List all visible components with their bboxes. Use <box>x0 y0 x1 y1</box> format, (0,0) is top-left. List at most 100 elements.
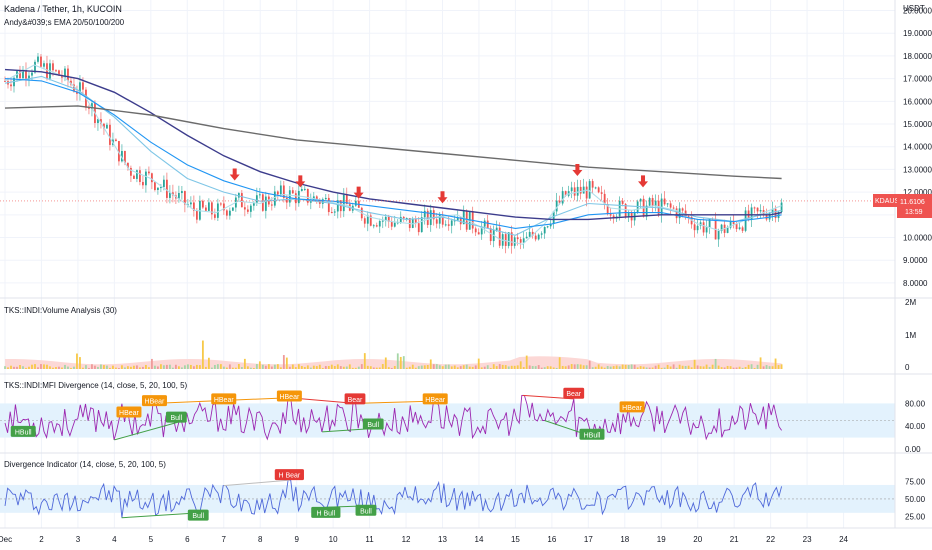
candle-body[interactable] <box>699 222 702 226</box>
candle-body[interactable] <box>183 191 186 205</box>
volume-bar[interactable] <box>139 367 141 369</box>
volume-bar[interactable] <box>219 364 222 369</box>
volume-bar[interactable] <box>633 364 636 369</box>
volume-bar[interactable] <box>372 367 375 369</box>
candle-body[interactable] <box>708 218 711 228</box>
volume-bar[interactable] <box>58 366 60 369</box>
divergence-label[interactable]: Bear <box>563 387 585 399</box>
volume-bar[interactable] <box>591 367 594 369</box>
volume-bar[interactable] <box>396 353 399 369</box>
volume-bar[interactable] <box>249 367 252 369</box>
candle-body[interactable] <box>546 226 549 228</box>
candle-body[interactable] <box>28 75 30 79</box>
volume-bar[interactable] <box>750 364 753 369</box>
volume-bar[interactable] <box>408 366 411 369</box>
volume-bar[interactable] <box>618 366 621 369</box>
volume-bar[interactable] <box>501 364 504 369</box>
volume-bar[interactable] <box>186 364 189 369</box>
volume-bar[interactable] <box>94 365 96 369</box>
volume-bar[interactable] <box>522 367 525 369</box>
volume-bar[interactable] <box>201 340 204 369</box>
candle-body[interactable] <box>43 63 45 67</box>
candle-body[interactable] <box>537 234 540 240</box>
volume-bar[interactable] <box>732 367 735 369</box>
candle-body[interactable] <box>169 192 171 198</box>
volume-bar[interactable] <box>693 359 696 369</box>
candle-body[interactable] <box>396 222 399 224</box>
volume-bar[interactable] <box>690 367 693 369</box>
volume-bar[interactable] <box>115 367 117 369</box>
candle-body[interactable] <box>82 82 84 90</box>
candle-body[interactable] <box>549 223 552 227</box>
volume-bar[interactable] <box>474 365 477 369</box>
volume-bar[interactable] <box>183 365 186 369</box>
candle-body[interactable] <box>151 173 153 183</box>
candle-body[interactable] <box>780 202 783 212</box>
volume-bar[interactable] <box>79 357 81 369</box>
candle-body[interactable] <box>453 220 456 222</box>
candle-body[interactable] <box>675 208 678 219</box>
volume-bar[interactable] <box>339 366 342 369</box>
sell-arrow-icon[interactable] <box>572 163 583 176</box>
candle-body[interactable] <box>687 216 690 218</box>
candle-body[interactable] <box>219 203 222 205</box>
candle-body[interactable] <box>273 191 276 206</box>
candle-body[interactable] <box>133 175 135 179</box>
volume-bar[interactable] <box>222 366 225 369</box>
volume-bar[interactable] <box>264 365 267 369</box>
volume-bar[interactable] <box>151 358 153 369</box>
volume-bar[interactable] <box>91 364 93 369</box>
volume-bar[interactable] <box>64 364 66 369</box>
candle-body[interactable] <box>495 227 498 231</box>
volume-bar[interactable] <box>468 366 471 369</box>
volume-bar[interactable] <box>459 366 462 369</box>
volume-bar[interactable] <box>240 367 243 369</box>
candle-body[interactable] <box>181 191 183 194</box>
volume-bar[interactable] <box>13 366 15 369</box>
candle-body[interactable] <box>753 207 756 209</box>
volume-bar[interactable] <box>378 367 381 369</box>
volume-bar[interactable] <box>705 364 708 369</box>
volume-bar[interactable] <box>720 367 723 369</box>
candle-body[interactable] <box>639 198 642 202</box>
candle-body[interactable] <box>543 227 546 234</box>
candle-body[interactable] <box>423 210 426 218</box>
volume-bar[interactable] <box>34 364 36 369</box>
volume-bar[interactable] <box>582 365 585 369</box>
candle-body[interactable] <box>621 200 624 204</box>
candle-body[interactable] <box>148 171 150 174</box>
candle-body[interactable] <box>528 231 531 237</box>
divergence-label[interactable]: HBear <box>141 395 167 407</box>
candle-body[interactable] <box>40 56 42 67</box>
volume-bar[interactable] <box>37 367 39 369</box>
volume-bar[interactable] <box>489 367 492 369</box>
candle-body[interactable] <box>306 188 309 203</box>
candle-body[interactable] <box>756 207 759 212</box>
volume-bar[interactable] <box>390 367 393 369</box>
volume-bar[interactable] <box>327 365 330 369</box>
ema-long-line[interactable] <box>4 105 782 180</box>
volume-bar[interactable] <box>420 365 423 369</box>
volume-bar[interactable] <box>663 367 666 369</box>
candle-body[interactable] <box>189 202 192 205</box>
candle-body[interactable] <box>606 203 609 215</box>
volume-bar[interactable] <box>756 364 759 369</box>
volume-bar[interactable] <box>651 367 654 369</box>
volume-bar[interactable] <box>456 367 459 369</box>
volume-bar[interactable] <box>441 366 444 369</box>
sell-arrow-icon[interactable] <box>353 186 364 199</box>
candle-body[interactable] <box>46 63 48 79</box>
candle-body[interactable] <box>270 204 273 206</box>
volume-bar[interactable] <box>213 364 216 369</box>
candle-body[interactable] <box>154 182 156 190</box>
candle-body[interactable] <box>58 70 60 76</box>
volume-bar[interactable] <box>288 366 291 369</box>
volume-bar[interactable] <box>300 366 303 369</box>
candle-body[interactable] <box>300 189 303 191</box>
volume-bar[interactable] <box>160 364 162 369</box>
candle-body[interactable] <box>609 214 612 216</box>
candle-body[interactable] <box>70 80 72 85</box>
volume-bar[interactable] <box>600 366 603 369</box>
volume-bar[interactable] <box>369 366 372 369</box>
volume-bar[interactable] <box>225 367 228 369</box>
